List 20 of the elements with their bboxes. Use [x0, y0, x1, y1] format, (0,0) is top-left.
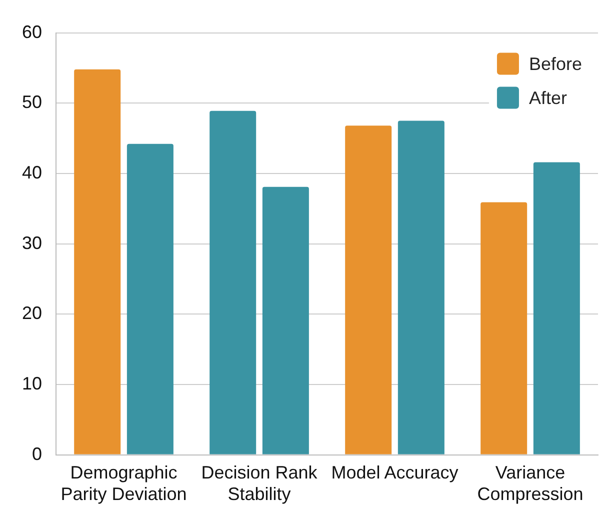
bar: [262, 186, 309, 454]
x-tick-label: Decision Rank Stability: [201, 462, 318, 504]
y-tick-label: 20: [22, 303, 42, 324]
x-tick-label: Demographic Parity Deviation: [60, 462, 187, 504]
y-tick-label: 30: [22, 232, 42, 253]
y-tick-label: 0: [32, 444, 42, 464]
legend-label: Before: [528, 54, 582, 74]
y-tick-label: 10: [22, 373, 42, 394]
y-tick-label: 50: [22, 92, 42, 112]
x-tick-label: Variance Compression: [477, 462, 584, 504]
bar: [345, 126, 392, 454]
y-tick-label: 60: [22, 22, 42, 42]
bar: [480, 202, 528, 454]
x-tick-label: Model Accuracy: [331, 462, 458, 483]
bar: [533, 162, 580, 454]
bar: [398, 120, 444, 454]
y-tick-label: 40: [22, 162, 42, 182]
bar: [74, 69, 121, 454]
legend-label: After: [528, 88, 567, 108]
bar: [126, 144, 174, 454]
